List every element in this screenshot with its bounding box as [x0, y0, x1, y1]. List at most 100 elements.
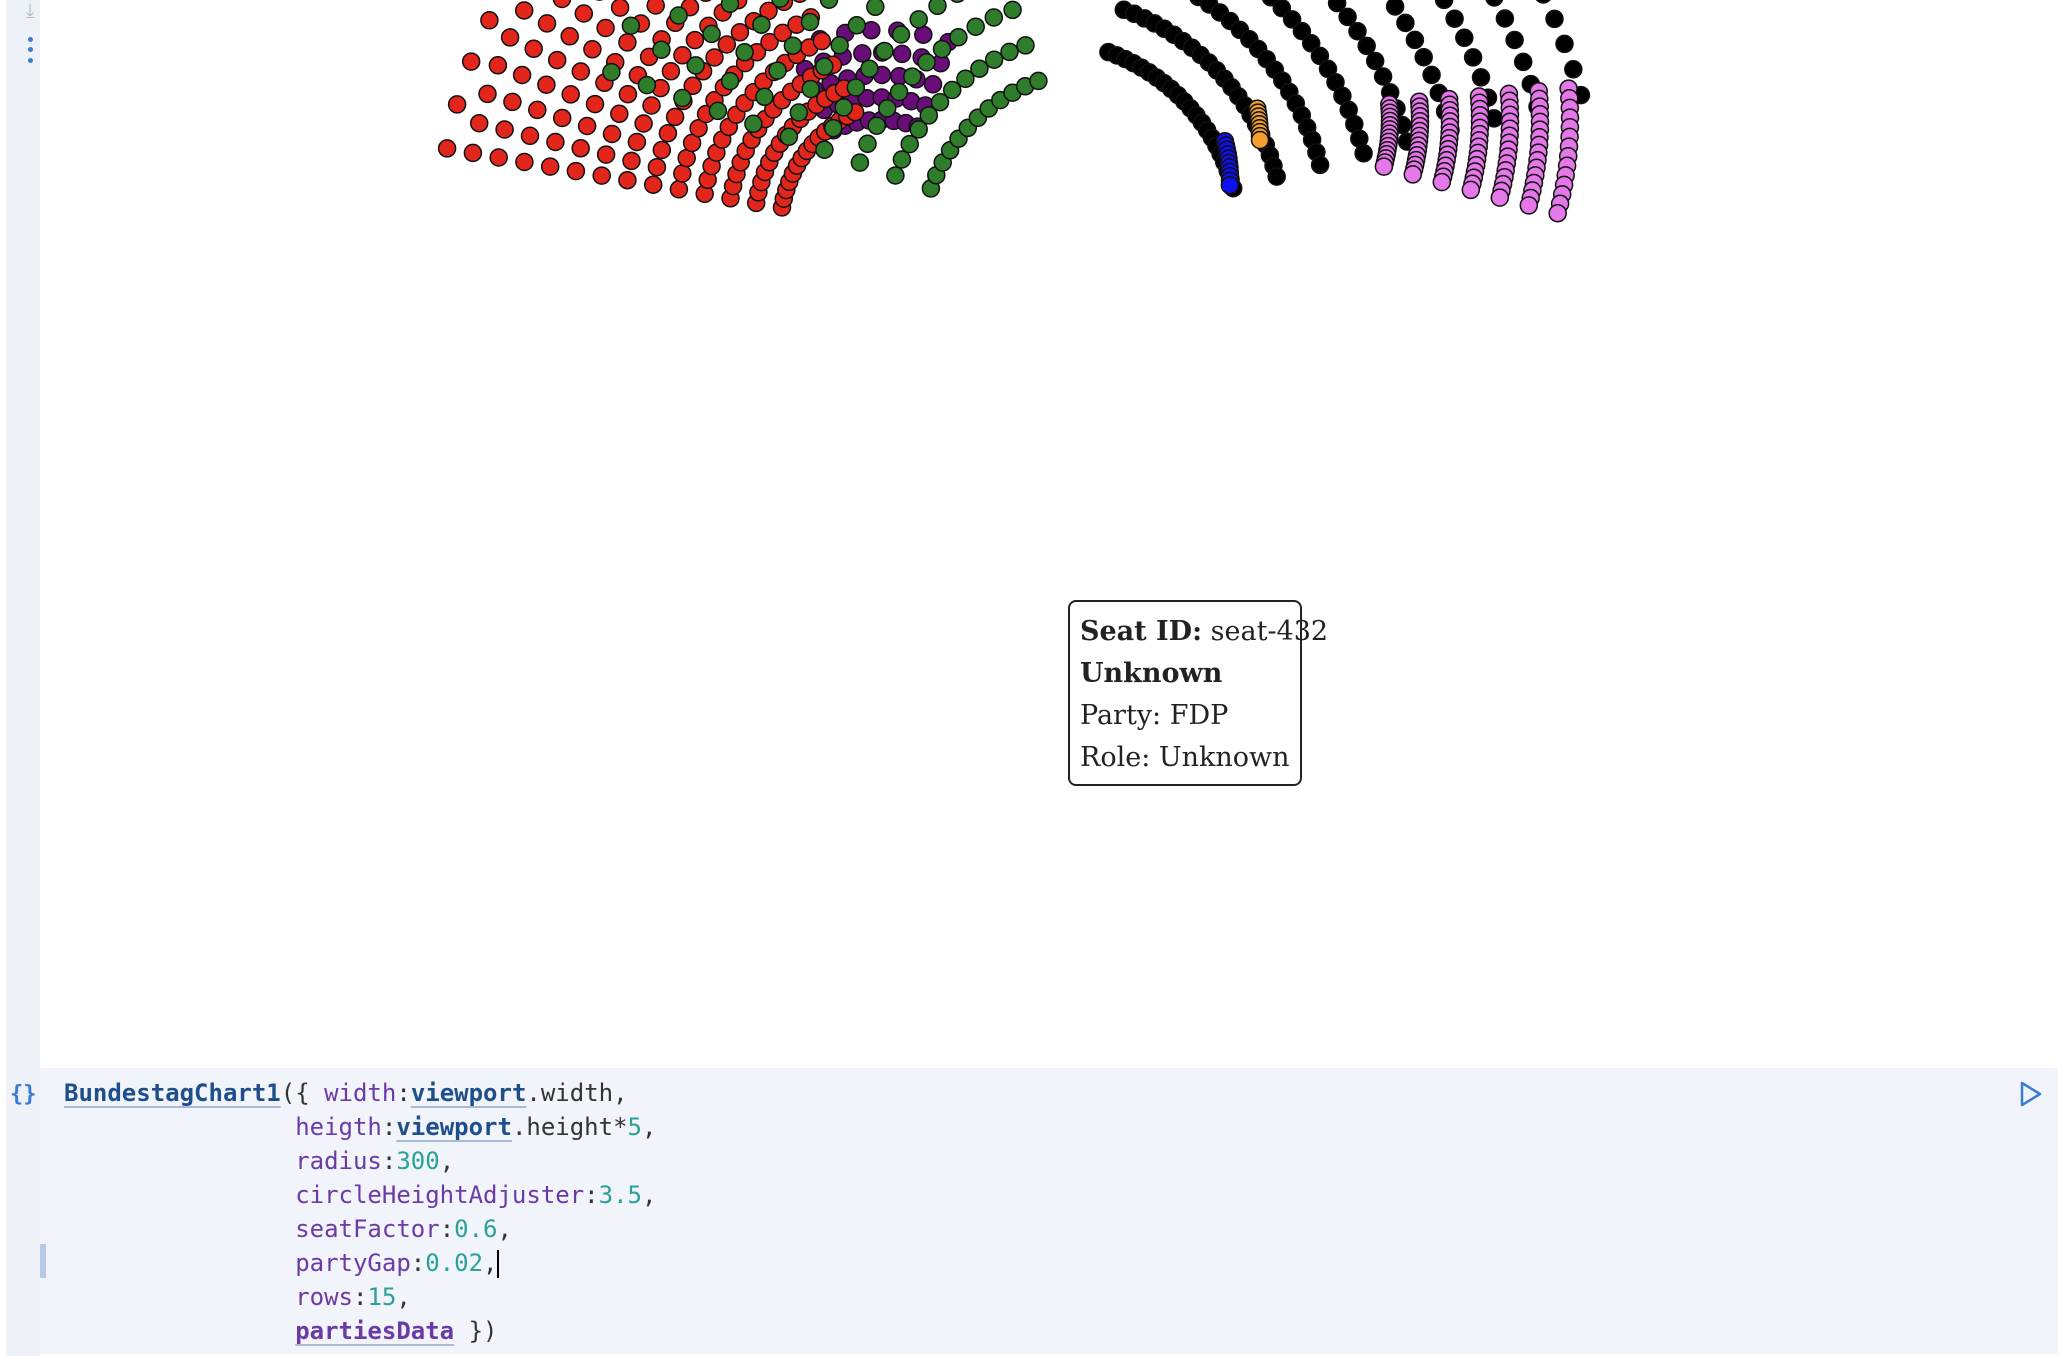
seat-spd[interactable]	[585, 94, 605, 114]
seat-spd[interactable]	[512, 65, 532, 85]
seat-cdu-csu[interactable]	[1545, 9, 1564, 29]
seat-spd[interactable]	[463, 143, 483, 163]
seat-spd[interactable]	[537, 14, 557, 33]
seat-cdu-csu[interactable]	[1535, 0, 1552, 4]
seat-spd[interactable]	[642, 96, 661, 115]
seat-die-linke[interactable]	[853, 44, 872, 63]
seat-spd[interactable]	[610, 0, 630, 17]
seat-spd[interactable]	[717, 35, 737, 54]
seat-spd[interactable]	[618, 170, 637, 190]
seat-die-linke[interactable]	[923, 75, 943, 94]
seat-cdu-csu[interactable]	[1338, 7, 1357, 27]
seat-spd[interactable]	[646, 0, 665, 15]
seat-spd[interactable]	[730, 23, 750, 42]
seat-gr-ne[interactable]	[942, 80, 962, 100]
seat-gr-ne[interactable]	[637, 75, 657, 95]
cell-menu-icon[interactable]	[22, 34, 38, 66]
seat-die-linke[interactable]	[914, 25, 933, 44]
seat-spd[interactable]	[461, 52, 481, 71]
seat-gr-ne[interactable]	[819, 0, 839, 9]
seat-spd[interactable]	[685, 30, 705, 50]
seat-cdu-csu[interactable]	[1455, 28, 1474, 48]
seat-gr-ne[interactable]	[673, 88, 692, 108]
seat-gr-ne[interactable]	[789, 103, 809, 122]
seat-cdu-csu[interactable]	[1357, 36, 1376, 56]
seat-spd[interactable]	[760, 32, 779, 52]
seat-other[interactable]	[1374, 157, 1394, 176]
seat-cdu-csu[interactable]	[1396, 13, 1415, 33]
seat-spd[interactable]	[791, 0, 808, 3]
seat-cdu-csu[interactable]	[1365, 51, 1385, 71]
seat-spd[interactable]	[661, 62, 681, 81]
seat-gr-ne[interactable]	[966, 17, 985, 36]
seat-spd[interactable]	[596, 145, 616, 164]
seat-spd[interactable]	[480, 11, 499, 30]
seat-gr-ne[interactable]	[752, 15, 771, 34]
seat-spd[interactable]	[437, 139, 457, 158]
seat-spd[interactable]	[561, 85, 580, 104]
seat-die-linke[interactable]	[892, 44, 912, 64]
seat-spd[interactable]	[514, 1, 534, 20]
seat-spd[interactable]	[683, 76, 702, 96]
seat-spd[interactable]	[602, 124, 622, 144]
seat-spd[interactable]	[552, 108, 572, 128]
seat-cdu-csu[interactable]	[1310, 155, 1330, 175]
seat-other[interactable]	[1519, 196, 1539, 215]
seat-freie-w-hler[interactable]	[1250, 130, 1270, 150]
code-editor[interactable]: BundestagChart1({ width:viewport.width, …	[64, 1079, 657, 1345]
seat-gr-ne[interactable]	[891, 25, 911, 44]
seat-spd[interactable]	[618, 84, 638, 104]
seat-spd[interactable]	[643, 175, 663, 194]
seat-spd[interactable]	[560, 27, 579, 46]
seat-spd[interactable]	[489, 148, 508, 167]
seat-other[interactable]	[1432, 172, 1452, 192]
seat-spd[interactable]	[528, 100, 547, 120]
seat-cdu-csu[interactable]	[1471, 68, 1491, 87]
seat-cdu-csu[interactable]	[1463, 48, 1483, 67]
seat-other[interactable]	[1403, 165, 1423, 184]
seat-gr-ne[interactable]	[900, 134, 919, 154]
seat-gr-ne[interactable]	[949, 27, 968, 47]
seat-gr-ne[interactable]	[686, 56, 705, 75]
seat-spd[interactable]	[469, 113, 489, 133]
seat-cdu-csu[interactable]	[1310, 46, 1330, 66]
seat-cdu-csu[interactable]	[1564, 60, 1583, 79]
seat-spd[interactable]	[673, 164, 692, 183]
seat-spd[interactable]	[546, 132, 565, 152]
seat-gr-ne[interactable]	[956, 69, 975, 89]
seat-gr-ne[interactable]	[834, 98, 853, 117]
seat-spd[interactable]	[537, 75, 556, 94]
code-viewport-ref[interactable]: viewport	[410, 1079, 527, 1107]
seat-gr-ne[interactable]	[815, 140, 834, 159]
seat-gr-ne[interactable]	[984, 8, 1004, 27]
seat-gr-ne[interactable]	[779, 127, 799, 147]
seat-spd[interactable]	[547, 50, 567, 70]
seat-gr-ne[interactable]	[815, 57, 834, 76]
seat-spd[interactable]	[552, 0, 572, 9]
seat-gr-ne[interactable]	[970, 59, 989, 78]
seat-spd[interactable]	[622, 151, 641, 171]
seat-cdu-csu[interactable]	[1505, 30, 1524, 50]
seat-spd[interactable]	[524, 39, 543, 59]
seat-spd[interactable]	[673, 46, 692, 65]
seat-spd[interactable]	[610, 104, 629, 124]
seat-gr-ne[interactable]	[949, 0, 966, 3]
seat-spd[interactable]	[647, 157, 667, 177]
seat-gr-ne[interactable]	[919, 106, 939, 125]
seat-spd[interactable]	[697, 0, 714, 2]
seat-gr-ne[interactable]	[892, 150, 912, 169]
seat-gr-ne[interactable]	[932, 39, 952, 59]
seat-cdu-csu[interactable]	[1373, 67, 1393, 86]
run-cell-icon[interactable]	[2016, 1080, 2044, 1108]
seat-spd[interactable]	[634, 114, 653, 133]
seat-gr-ne[interactable]	[984, 50, 1004, 69]
seat-spd[interactable]	[665, 107, 685, 127]
seat-ssw[interactable]	[1220, 175, 1240, 195]
seat-gr-ne[interactable]	[621, 16, 641, 35]
seat-spd[interactable]	[577, 116, 597, 136]
seat-gr-ne[interactable]	[720, 71, 740, 91]
seat-gr-ne[interactable]	[847, 16, 867, 35]
seat-cdu-csu[interactable]	[1267, 167, 1286, 186]
seat-gr-ne[interactable]	[889, 82, 909, 102]
seat-spd[interactable]	[705, 48, 724, 67]
